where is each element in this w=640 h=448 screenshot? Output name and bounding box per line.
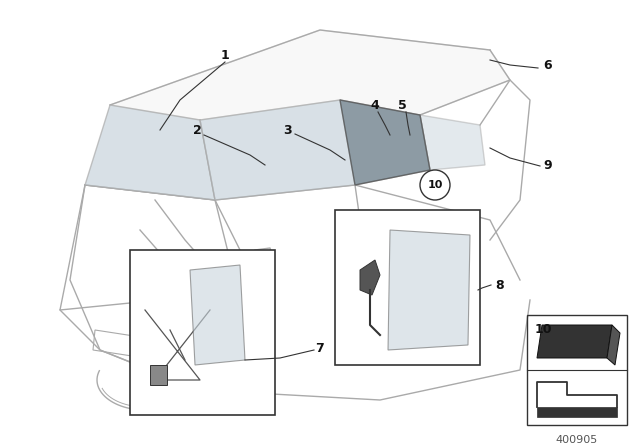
Text: 10: 10 bbox=[428, 180, 443, 190]
Polygon shape bbox=[388, 230, 470, 350]
Polygon shape bbox=[200, 100, 430, 200]
Text: 2: 2 bbox=[193, 124, 202, 137]
Polygon shape bbox=[420, 115, 485, 170]
Polygon shape bbox=[537, 325, 612, 358]
Circle shape bbox=[420, 170, 450, 200]
Polygon shape bbox=[340, 100, 430, 185]
Text: 1: 1 bbox=[221, 48, 229, 61]
Text: 7: 7 bbox=[316, 341, 324, 354]
Polygon shape bbox=[360, 260, 380, 295]
Polygon shape bbox=[110, 30, 510, 120]
Polygon shape bbox=[85, 105, 215, 200]
Polygon shape bbox=[190, 265, 245, 365]
Text: 5: 5 bbox=[397, 99, 406, 112]
Text: 8: 8 bbox=[496, 279, 504, 292]
Bar bbox=[335, 210, 480, 365]
Polygon shape bbox=[537, 407, 617, 417]
Text: 400905: 400905 bbox=[556, 435, 598, 445]
Bar bbox=[527, 315, 627, 425]
Bar bbox=[130, 250, 275, 415]
Text: 3: 3 bbox=[284, 124, 292, 137]
Text: 4: 4 bbox=[371, 99, 380, 112]
Polygon shape bbox=[150, 365, 167, 385]
Text: 9: 9 bbox=[544, 159, 552, 172]
Polygon shape bbox=[607, 325, 620, 365]
Text: 6: 6 bbox=[544, 59, 552, 72]
Text: 10: 10 bbox=[535, 323, 552, 336]
